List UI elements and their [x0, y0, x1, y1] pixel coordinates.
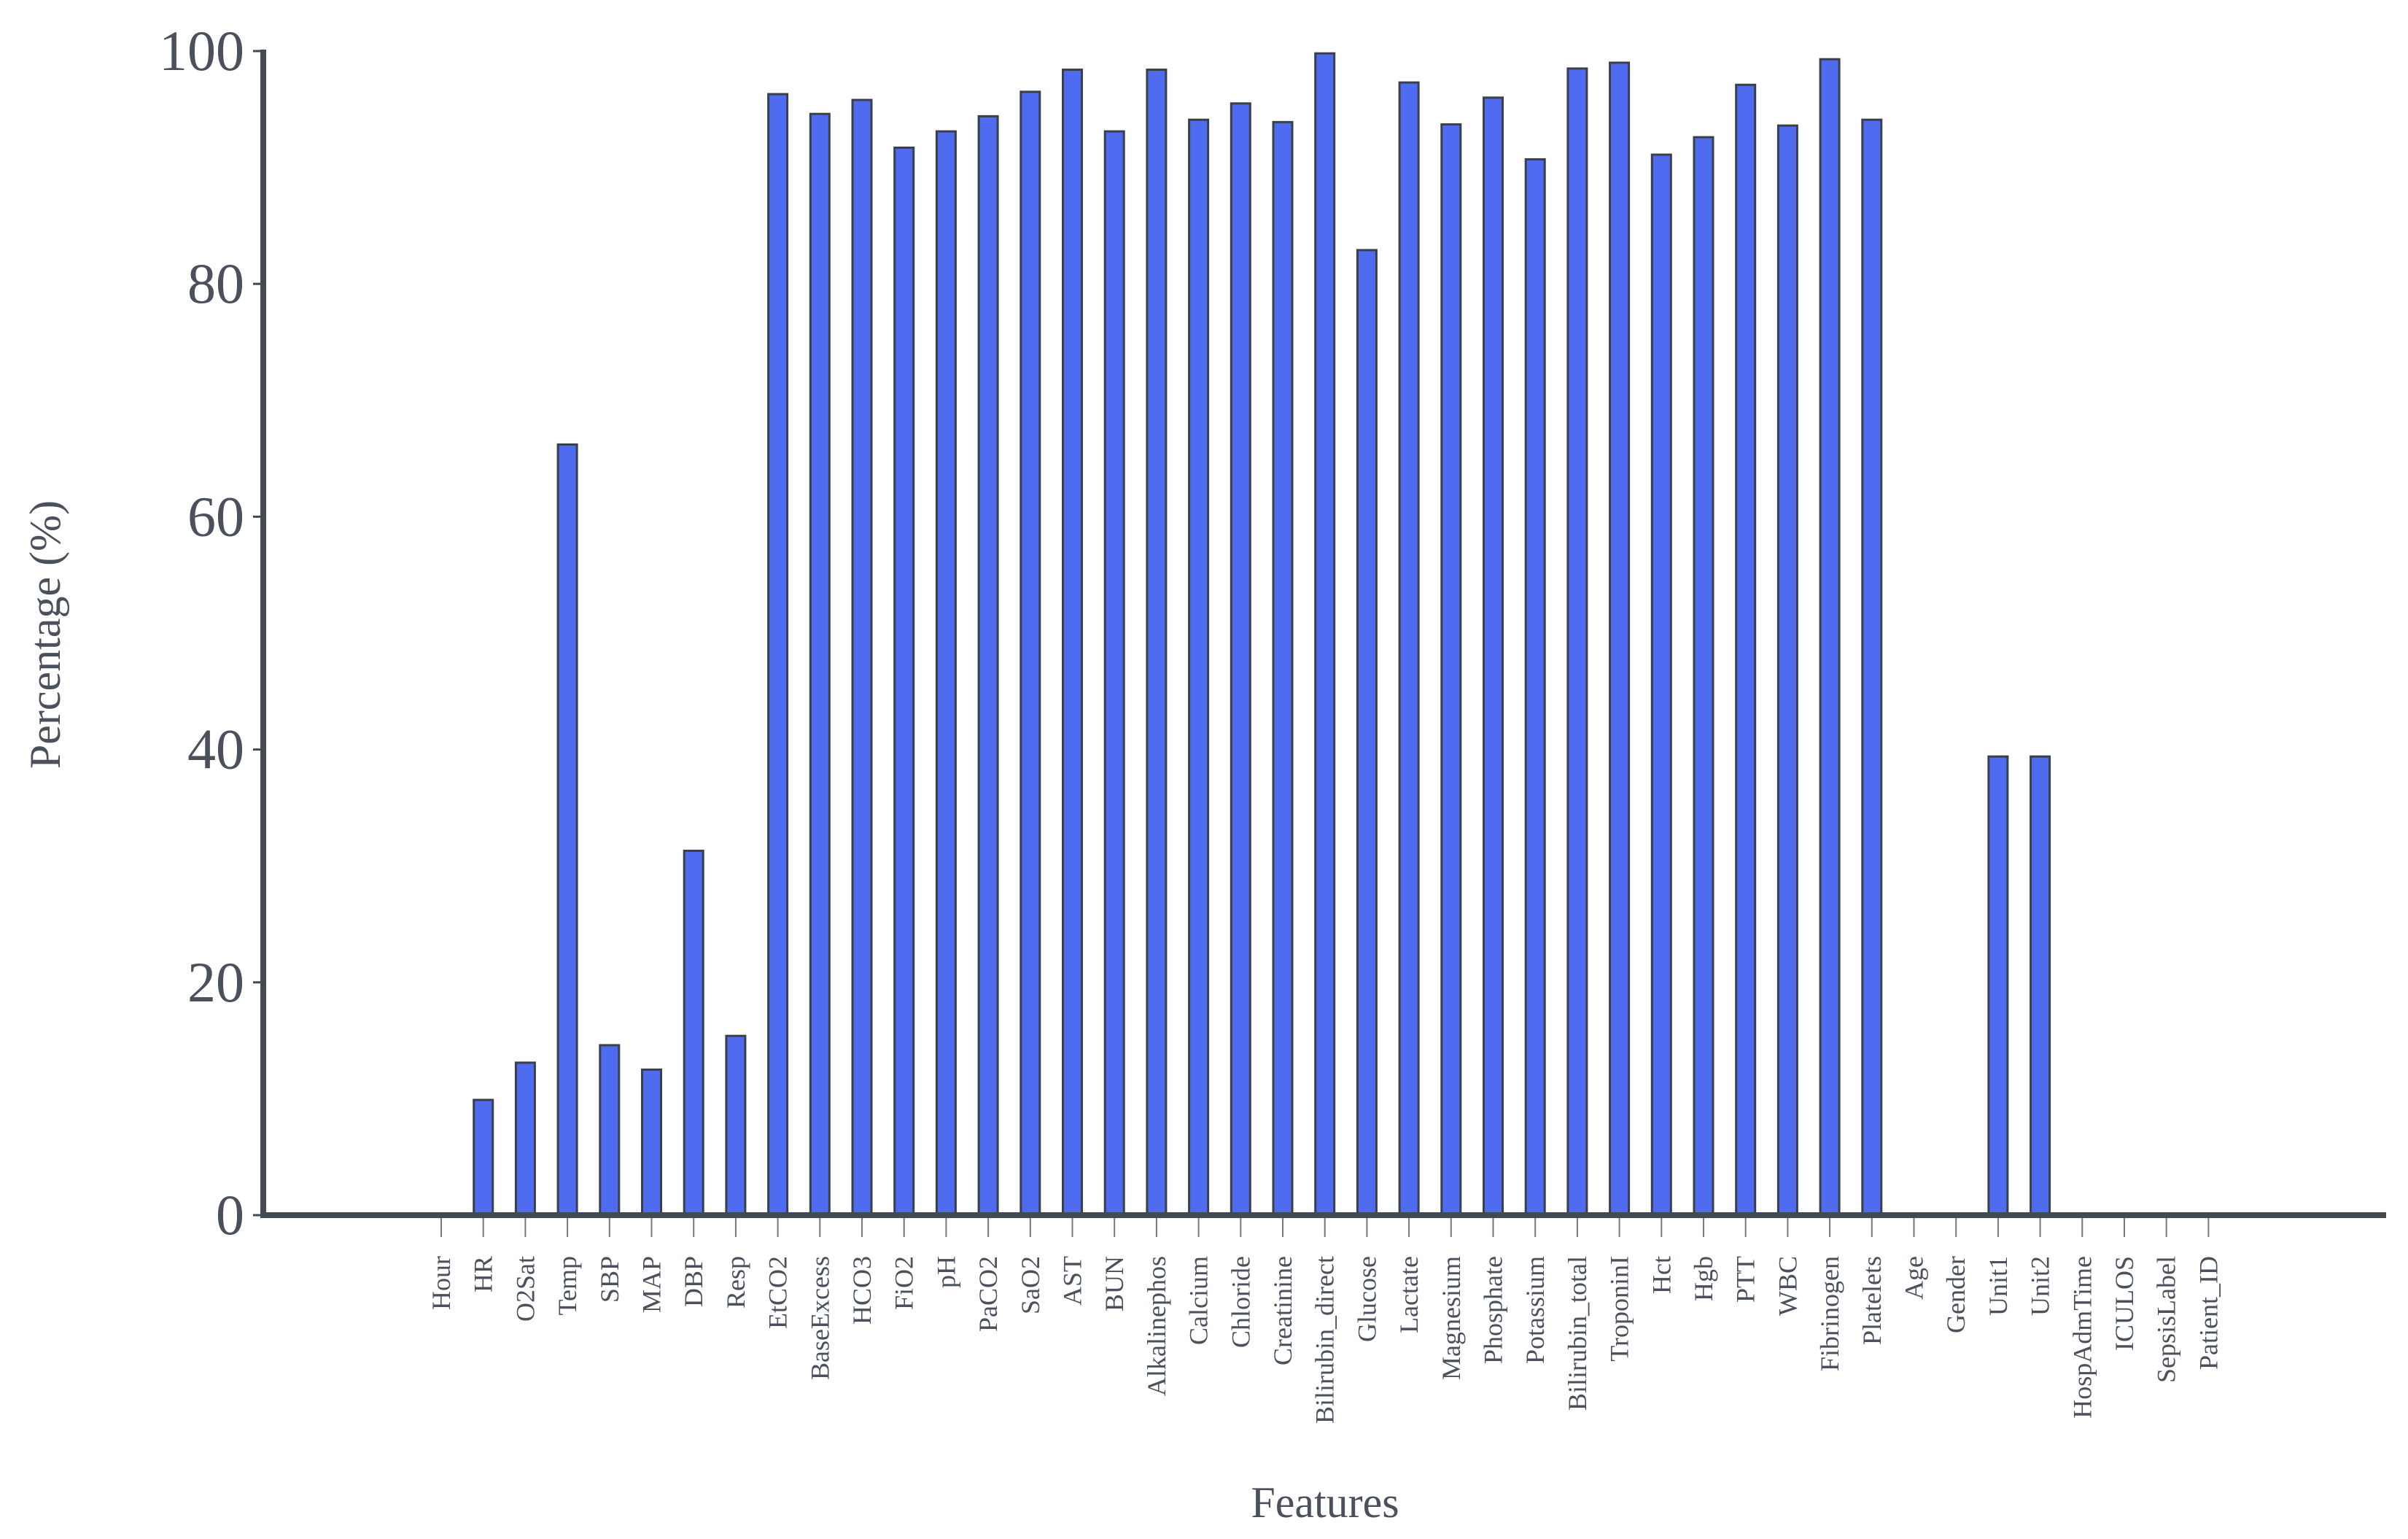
x-tick-label: Gender — [1941, 1256, 1970, 1333]
bar — [1987, 755, 2009, 1217]
bar — [1272, 120, 1294, 1217]
bar — [893, 146, 915, 1217]
bar — [767, 93, 789, 1217]
x-tick-label: Calcium — [1184, 1256, 1213, 1345]
x-tick-label: Unit2 — [2026, 1256, 2055, 1316]
y-tick-label: 0 — [216, 1183, 244, 1247]
bar — [809, 112, 831, 1217]
bar — [1861, 118, 1883, 1217]
x-tick-label: SepsisLabel — [2152, 1256, 2181, 1383]
x-tick-label: Temp — [553, 1256, 582, 1315]
x-tick-label: Resp — [721, 1256, 750, 1309]
x-tick-label: Phosphate — [1479, 1256, 1508, 1364]
bar — [641, 1069, 662, 1217]
x-tick-label: Lactate — [1394, 1256, 1424, 1333]
x-tick-label: Hour — [427, 1256, 456, 1310]
bar — [1776, 124, 1798, 1217]
x-tick-label: Age — [1900, 1256, 1929, 1300]
x-tick-label: ICULOS — [2110, 1256, 2139, 1351]
x-tick-label: PaCO2 — [974, 1256, 1003, 1332]
bar — [1566, 67, 1588, 1217]
y-tick-label: 80 — [187, 252, 244, 315]
bar — [1483, 96, 1504, 1217]
x-tick-label: HCO3 — [847, 1256, 877, 1325]
bar — [1440, 123, 1462, 1217]
x-tick-label: TroponinI — [1605, 1256, 1634, 1362]
bar — [2030, 755, 2051, 1217]
x-tick-label: EtCO2 — [764, 1256, 793, 1329]
bar — [599, 1044, 621, 1217]
bar — [1819, 58, 1841, 1217]
x-tick-label: BaseExcess — [805, 1256, 834, 1380]
bar — [851, 98, 873, 1217]
bar — [1735, 83, 1757, 1217]
x-tick-label: Chloride — [1226, 1256, 1255, 1348]
bar — [1356, 249, 1378, 1217]
y-axis-label: Percentage (%) — [21, 500, 69, 769]
x-tick-label: AST — [1058, 1256, 1087, 1306]
x-tick-label: MAP — [637, 1256, 667, 1313]
bar — [1103, 130, 1125, 1217]
x-tick-label: Hgb — [1689, 1256, 1718, 1301]
x-tick-label: Alkalinephos — [1142, 1256, 1171, 1396]
bar — [514, 1061, 536, 1217]
y-tick-label: 20 — [187, 950, 244, 1014]
y-tick-label: 60 — [187, 484, 244, 548]
x-tick-label: BUN — [1100, 1256, 1129, 1311]
x-tick-label: Glucose — [1352, 1256, 1381, 1342]
x-tick-label: WBC — [1773, 1256, 1802, 1316]
x-axis-label: Features — [1251, 1478, 1399, 1527]
bar — [1314, 52, 1336, 1217]
x-tick-label: Magnesium — [1437, 1256, 1466, 1380]
bar — [977, 115, 999, 1217]
bar — [1398, 81, 1420, 1217]
bar — [935, 130, 957, 1217]
x-tick-label: O2Sat — [510, 1256, 540, 1322]
bar — [1609, 61, 1631, 1217]
x-tick-label: PTT — [1731, 1256, 1760, 1303]
bar — [1524, 158, 1546, 1217]
x-tick-label: Bilirubin_total — [1563, 1256, 1592, 1411]
x-tick-label: Bilirubin_direct — [1310, 1256, 1340, 1424]
bar — [1230, 102, 1251, 1217]
x-tick-label: Patient_ID — [2194, 1256, 2223, 1370]
x-tick-label: Platelets — [1857, 1256, 1887, 1345]
bar — [1650, 153, 1672, 1217]
y-tick-label: 100 — [159, 19, 244, 82]
x-tick-label: Unit1 — [1984, 1256, 2013, 1316]
x-tick-label: Potassium — [1520, 1256, 1550, 1364]
bar — [556, 443, 578, 1217]
bar — [1693, 136, 1714, 1217]
y-tick-label: 40 — [187, 718, 244, 781]
x-tick-label: pH — [931, 1256, 960, 1288]
bar — [473, 1098, 494, 1217]
x-tick-label: SBP — [595, 1256, 624, 1303]
x-tick-label: Creatinine — [1268, 1256, 1297, 1365]
bar — [1146, 69, 1168, 1217]
x-tick-label: HR — [469, 1256, 498, 1292]
bar — [1019, 90, 1041, 1217]
bar — [1062, 69, 1083, 1217]
x-tick-label: Hct — [1647, 1256, 1676, 1294]
x-tick-label: DBP — [679, 1256, 708, 1307]
x-tick-label: HospAdmTime — [2067, 1256, 2097, 1419]
bar — [725, 1034, 747, 1217]
x-tick-label: SaO2 — [1016, 1256, 1045, 1314]
bar — [683, 849, 704, 1217]
x-tick-label: Fibrinogen — [1815, 1256, 1844, 1371]
x-tick-label: FiO2 — [890, 1256, 919, 1310]
bar — [1188, 118, 1210, 1217]
